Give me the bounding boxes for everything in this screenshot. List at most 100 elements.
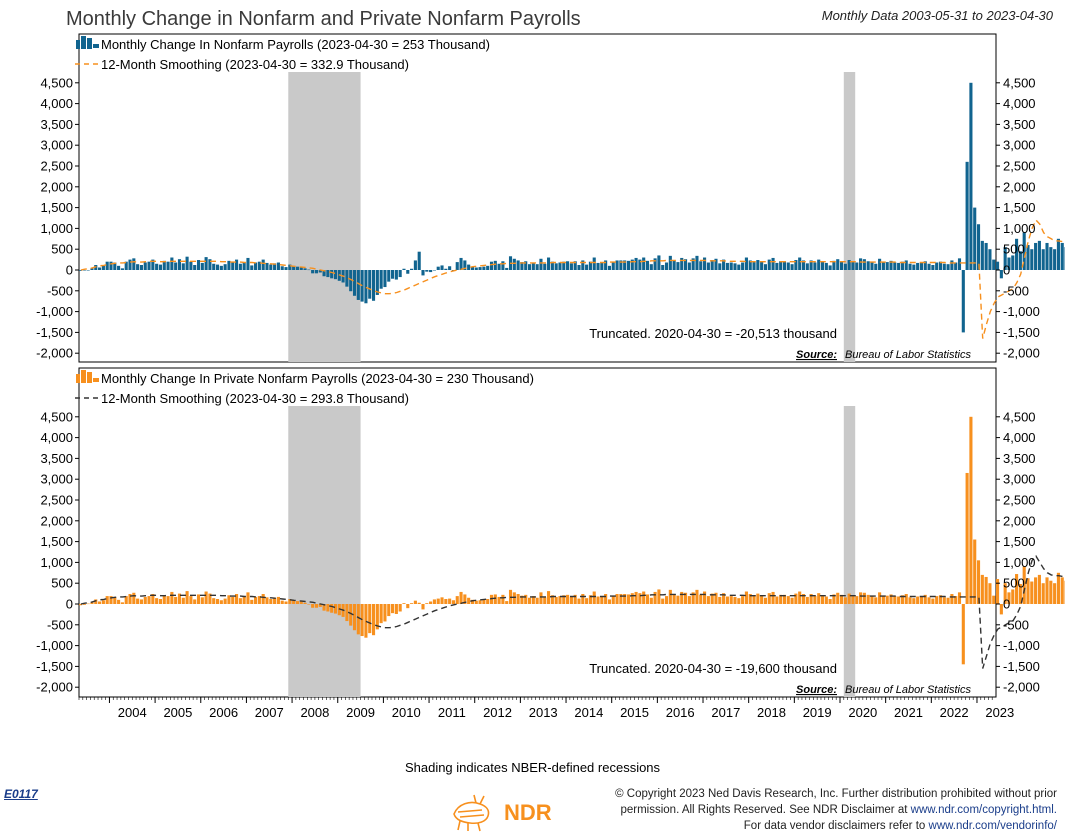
bar [1026, 578, 1030, 604]
bar [550, 261, 554, 270]
bar [775, 262, 779, 270]
bar [489, 261, 494, 270]
bar [147, 596, 151, 604]
bar [1037, 574, 1041, 604]
bar [143, 262, 147, 270]
y-tick-label-right: 4,000 [1003, 430, 1036, 445]
payrolls-chart: 4,500 4,500 4,000 4,000 3,500 3,500 3,000 3,000… [36, 33, 1065, 720]
bar [200, 597, 204, 604]
bar [866, 261, 870, 270]
bar [588, 595, 592, 604]
bar [1041, 249, 1045, 270]
legend-label: Monthly Change In Nonfarm Payrolls (2023… [101, 37, 490, 52]
bar [573, 261, 577, 270]
bar [174, 596, 178, 604]
x-tick-label: 2009 [346, 705, 375, 720]
plot-frame [78, 33, 997, 363]
bar [558, 596, 562, 604]
bar [710, 593, 714, 604]
bar [859, 258, 863, 270]
bar [923, 594, 927, 604]
bar [801, 260, 806, 270]
bar [128, 594, 132, 604]
bar [623, 260, 627, 270]
bar [436, 266, 440, 270]
bar [364, 270, 368, 304]
bar [109, 596, 113, 604]
bar [1015, 238, 1019, 270]
bar [786, 262, 790, 270]
bar [691, 258, 695, 270]
bar [307, 269, 311, 271]
copyright-link[interactable]: www.ndr.com/copyright.html. [910, 804, 1057, 816]
bar [566, 261, 570, 270]
bar [828, 265, 832, 270]
y-tick-label-right: 4,000 [1003, 96, 1036, 111]
bar [132, 592, 136, 604]
bar [117, 265, 121, 270]
bar [1045, 242, 1049, 270]
bar [554, 263, 558, 270]
bar [105, 261, 109, 270]
bar [543, 263, 547, 270]
bar [569, 596, 573, 604]
bar [763, 264, 768, 270]
bar [155, 263, 159, 270]
bar [429, 270, 433, 273]
bar [387, 604, 391, 617]
bar [1018, 251, 1022, 270]
bar [843, 263, 847, 270]
bar [992, 259, 996, 270]
bar [1003, 583, 1007, 604]
bar [478, 600, 482, 604]
x-tick-label: 2015 [620, 705, 649, 720]
bar [824, 596, 828, 604]
bar [86, 603, 90, 605]
bar [596, 596, 600, 604]
x-tick-label: 2012 [483, 705, 512, 720]
bar [718, 263, 722, 270]
chart-title: Monthly Change in Nonfarm and Private No… [66, 8, 581, 30]
bar [706, 262, 710, 270]
bar [410, 603, 414, 604]
bar [459, 257, 463, 270]
bar [683, 592, 688, 604]
bar [611, 262, 615, 270]
legend-bar-swatch [93, 44, 99, 48]
legend-label: Monthly Change In Private Nonfarm Payrol… [101, 371, 534, 386]
bar [231, 262, 235, 270]
bar [425, 270, 429, 272]
chart-code-link[interactable]: E0117 [4, 787, 38, 801]
x-tick-label: 2013 [529, 705, 558, 720]
bar [760, 261, 764, 270]
bar [1026, 245, 1030, 270]
y-tick-label-right: 0 [1003, 263, 1010, 278]
bar [817, 593, 821, 604]
bar [630, 593, 634, 604]
bar [554, 596, 558, 604]
bar [820, 595, 825, 604]
source-text: Bureau of Labor Statistics [845, 684, 971, 696]
bar [973, 207, 977, 270]
bar [482, 599, 486, 604]
bar [242, 262, 246, 270]
vendorinfo-link[interactable]: www.ndr.com/vendorinfo/ [928, 820, 1057, 832]
x-tick-label: 2007 [255, 705, 284, 720]
bar [311, 270, 315, 274]
bar [531, 596, 535, 604]
bar [387, 270, 391, 282]
bar [269, 264, 273, 270]
bar [257, 261, 261, 270]
bar [577, 598, 581, 604]
bar [782, 594, 787, 604]
bar [273, 597, 277, 604]
x-axis: 2004 2005 2006 2007 2008 2009 2010 2011 2012 2013… [78, 697, 1014, 720]
bar [139, 599, 143, 604]
bar [215, 599, 220, 604]
x-tick-label: 2010 [392, 705, 421, 720]
bar [596, 262, 600, 270]
y-tick-label-left: 500 [51, 242, 73, 257]
bar [246, 592, 250, 604]
bar [927, 263, 931, 270]
bar [527, 597, 532, 604]
